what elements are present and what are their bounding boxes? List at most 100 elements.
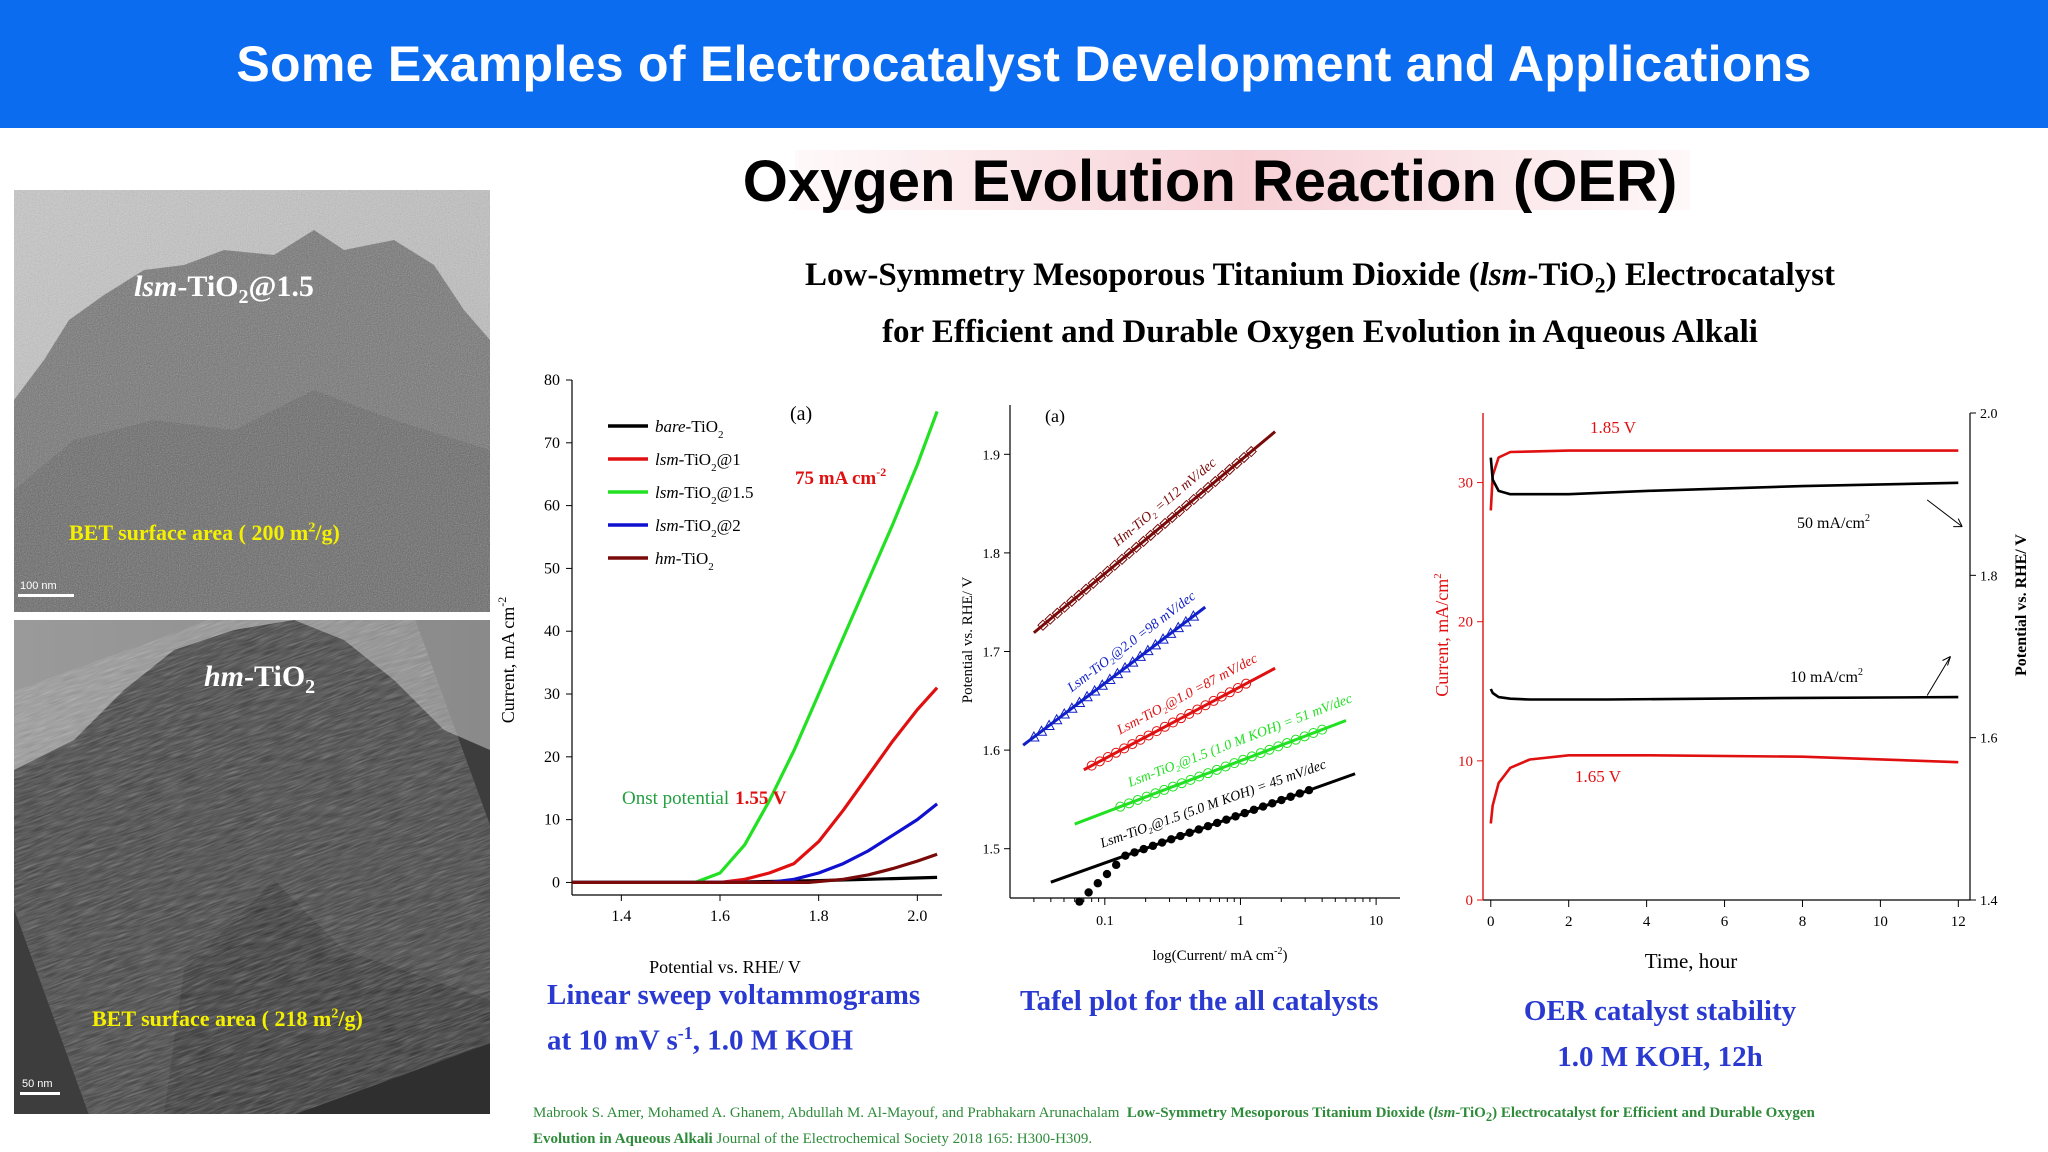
tafel-fit-line-3: [1074, 719, 1347, 826]
tafel-y-tick-label: 1.6: [983, 744, 1001, 759]
tafel-point-4: [1111, 860, 1121, 870]
tafel-point-3: [1141, 791, 1152, 802]
stability-x-tick-label: 12: [1951, 914, 1966, 930]
tafel-x-tick-label: 10: [1369, 914, 1383, 929]
tafel-fit-line-4: [1050, 772, 1356, 884]
lsv-series-line-2: [572, 410, 939, 884]
stability-x-tick-label: 4: [1643, 914, 1651, 930]
tafel-y-tick-label: 1.5: [983, 843, 1001, 858]
tafel-point-3: [1317, 724, 1328, 735]
stability-arrow-lower-head: [1942, 656, 1951, 666]
tafel-point-3: [1194, 771, 1205, 782]
tafel-y-tick-label: 1.8: [983, 547, 1001, 562]
tafel-point-3: [1282, 738, 1293, 749]
stability-x-tick-label: 2: [1565, 914, 1573, 930]
tafel-point-3: [1308, 727, 1319, 738]
paper-subtitle: Low-Symmetry Mesoporous Titanium Dioxide…: [640, 252, 2000, 355]
tafel-point-3: [1290, 734, 1301, 745]
lsv-y-axis-label: Current, mA cm-2: [495, 597, 518, 723]
tafel-point-3: [1273, 741, 1284, 752]
lsv-legend-label-3: lsm-TiO2@2: [655, 516, 741, 540]
title-highlight: [795, 150, 1690, 210]
tafel-caption: Tafel plot for the all catalysts: [1020, 985, 1379, 1017]
tafel-point-2: [1151, 726, 1162, 737]
tafel-point-4: [1093, 879, 1103, 888]
tafel-point-2: [1159, 721, 1170, 732]
tafel-point-3: [1229, 758, 1240, 769]
tafel-fit-line-1: [1022, 605, 1207, 747]
lsv-x-tick-label: 1.6: [710, 908, 730, 925]
lsv-legend-label-0: bare-TiO2: [655, 417, 723, 441]
tafel-point-2: [1127, 739, 1138, 750]
tafel-point-3: [1238, 754, 1249, 765]
tafel-y-tick-label: 1.9: [983, 448, 1001, 463]
lsv-x-tick-label: 2.0: [907, 908, 927, 925]
tafel-point-2: [1192, 704, 1203, 715]
stability-x-tick-label: 10: [1873, 914, 1888, 930]
lsv-y-tick-label: 50: [544, 560, 560, 577]
tafel-point-2: [1200, 700, 1211, 711]
lsv-series-line-1: [572, 686, 939, 884]
scale-label: 50 nm: [22, 1078, 53, 1090]
tafel-chart: 0.1 1 10 1.5 1.6 1.7 1.8 1.9 Hm-TiO₂ =112 mV/de…: [960, 405, 1400, 964]
stability-arrow-upper-head: [1953, 518, 1963, 528]
tafel-point-2: [1241, 678, 1252, 689]
tafel-point-2: [1102, 752, 1113, 763]
stability-y2-axis-label: Potential vs. RHE/ V: [2013, 534, 2030, 676]
stability-y-tick-label: 10: [1458, 754, 1473, 770]
stability-y-tick-label: 20: [1458, 615, 1473, 631]
stability-series-line-2: [1489, 457, 1959, 496]
stability-y2-tick-label: 1.8: [1980, 569, 1998, 584]
stability-annotation-50ma: 50 mA/cm2: [1797, 513, 1870, 532]
tafel-point-3: [1211, 764, 1222, 775]
tem-label: lsm-TiO2@1.5: [134, 270, 314, 308]
bet-surface-area: BET surface area ( 200 m2/g): [69, 520, 340, 545]
scale-bar: [18, 594, 74, 597]
citation-title: Low-Symmetry Mesoporous Titanium Dioxide…: [533, 1105, 1815, 1147]
lsv-y-tick-label: 40: [544, 623, 560, 640]
stability-annotation-165v: 1.65 V: [1575, 767, 1622, 786]
stability-x-tick-label: 8: [1799, 914, 1807, 930]
tafel-point-4: [1075, 897, 1084, 906]
tafel-point-3: [1246, 751, 1257, 762]
tafel-point-3: [1299, 731, 1310, 742]
tafel-point-3: [1124, 798, 1135, 809]
tafel-point-2: [1176, 713, 1187, 724]
scale-label: 100 nm: [20, 580, 57, 592]
tem-texture-1: [14, 190, 490, 612]
stability-arrow-lower: [1926, 656, 1951, 696]
lsv-onset-annotation: Onst potential 1.55 V: [622, 788, 787, 809]
tafel-point-4: [1102, 869, 1112, 879]
stability-y-tick-label: 30: [1458, 476, 1473, 492]
tafel-point-2: [1208, 695, 1219, 706]
tafel-point-3: [1159, 784, 1170, 795]
stability-y2-tick-label: 2.0: [1980, 407, 1998, 422]
lsv-legend-label-4: hm-TiO2: [655, 549, 714, 573]
tafel-data: Hm-TiO₂ =112 mV/dec Lsm-TiO₂@2.0 =98 mV/d…: [1022, 430, 1356, 906]
tafel-x-tick-label: 1: [1237, 914, 1244, 929]
tafel-point-3: [1167, 781, 1178, 792]
lsv-series-line-4: [572, 852, 938, 884]
title-banner: Some Examples of Electrocatalyst Develop…: [0, 0, 2048, 128]
tafel-point-3: [1255, 748, 1266, 759]
stability-annotation-185v: 1.85 V: [1590, 418, 1637, 437]
tafel-point-2: [1135, 734, 1146, 745]
tafel-point-3: [1203, 768, 1214, 779]
tafel-point-3: [1264, 744, 1275, 755]
lsv-legend-label-2: lsm-TiO2@1.5: [655, 483, 753, 507]
tafel-panel-label: (a): [1045, 406, 1065, 427]
subtitle-line1: Low-Symmetry Mesoporous Titanium Dioxide…: [804, 257, 1835, 298]
lsv-lines: [572, 410, 939, 884]
lsv-y-tick-label: 60: [544, 498, 560, 515]
stability-axes: 0 2 4 6 8 10 12 0 10 20 30 1.4 1.6 1.8 2.0: [1458, 407, 1998, 930]
tafel-point-3: [1185, 774, 1196, 785]
subtitle-line2: for Efficient and Durable Oxygen Evoluti…: [882, 313, 1758, 350]
lsv-x-tick-label: 1.4: [611, 908, 631, 925]
tafel-point-2: [1094, 756, 1105, 767]
lsv-y-tick-label: 0: [552, 874, 560, 891]
tafel-axes: 0.1 1 10 1.5 1.6 1.7 1.8 1.9: [983, 405, 1400, 929]
stability-arrow-upper: [1926, 499, 1963, 528]
lsv-x-tick-label: 1.8: [809, 908, 829, 925]
tafel-point-3: [1115, 801, 1126, 812]
lsv-axes: 1.4 1.6 1.8 2.0 0 10 20 30 40 50 60 70 80: [544, 372, 942, 925]
